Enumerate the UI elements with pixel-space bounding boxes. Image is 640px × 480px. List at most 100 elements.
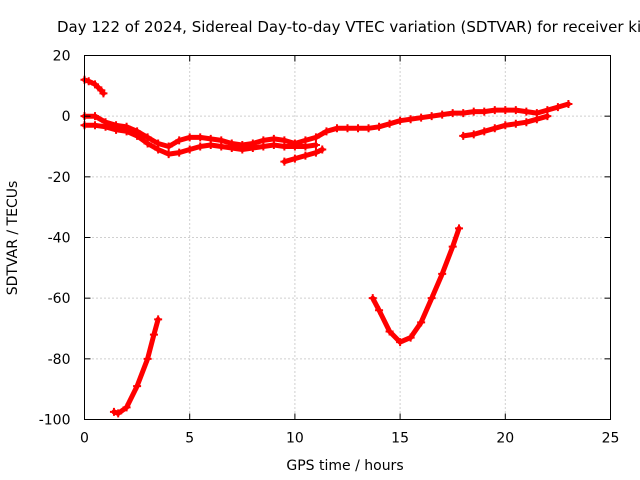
data-point: [114, 409, 123, 418]
data-point: [469, 130, 478, 139]
ticks: 0 5 10 15 20 25 -100 -80 -60 -40 -20 0 20: [39, 49, 620, 447]
data-point: [511, 119, 520, 128]
y-tick-label: -60: [48, 291, 71, 307]
data-point: [375, 306, 384, 315]
data-point: [448, 242, 457, 251]
data-point: [196, 133, 205, 142]
data-point: [290, 154, 299, 163]
grid: [84, 55, 611, 420]
x-tick-label: 0: [80, 431, 89, 447]
data-point: [417, 318, 426, 327]
data-point: [154, 145, 163, 154]
data-point: [406, 333, 415, 342]
data-point: [301, 142, 310, 151]
data-point: [227, 144, 236, 153]
data-point: [91, 80, 100, 89]
data-point: [417, 113, 426, 122]
data-point: [501, 121, 510, 130]
data-point: [480, 127, 489, 136]
data-point: [385, 327, 394, 336]
data-point: [122, 403, 131, 412]
data-point: [480, 107, 489, 116]
y-tick-label: 20: [53, 49, 71, 65]
data-point: [311, 148, 320, 157]
data-point: [133, 131, 142, 140]
data-point: [91, 112, 100, 121]
x-axis-label: GPS time / hours: [286, 458, 403, 474]
data-point: [206, 140, 215, 149]
y-axis-label: SDTVAR / TECUs: [5, 181, 21, 296]
series-midday-arc: [370, 225, 462, 345]
series-layer: [80, 75, 573, 418]
data-point: [318, 145, 327, 154]
data-point: [385, 119, 394, 128]
data-point: [185, 145, 194, 154]
data-point: [322, 127, 331, 136]
y-tick-label: -100: [39, 413, 71, 429]
data-point: [301, 151, 310, 160]
data-point: [396, 338, 405, 347]
data-point: [438, 269, 447, 278]
data-point: [427, 294, 436, 303]
x-tick-label: 10: [286, 431, 304, 447]
data-point: [553, 103, 562, 112]
data-point: [375, 122, 384, 131]
data-point: [143, 139, 152, 148]
data-point: [238, 145, 247, 154]
data-point: [501, 106, 510, 115]
data-point: [332, 124, 341, 133]
data-point: [280, 157, 289, 166]
data-point: [101, 122, 110, 131]
data-point: [91, 121, 100, 130]
data-point: [269, 140, 278, 149]
data-point: [149, 330, 158, 339]
data-point: [406, 115, 415, 124]
y-tick-label: -40: [48, 231, 71, 247]
data-point: [259, 142, 268, 151]
data-point: [455, 224, 464, 233]
data-point: [459, 109, 468, 118]
data-point: [459, 131, 468, 140]
data-point: [343, 124, 352, 133]
data-point: [154, 315, 163, 324]
data-point: [164, 150, 173, 159]
y-tick-label: -20: [48, 170, 71, 186]
data-point: [522, 107, 531, 116]
data-point: [217, 142, 226, 151]
data-point: [490, 106, 499, 115]
data-point: [427, 112, 436, 121]
y-tick-label: -80: [48, 352, 71, 368]
data-point: [248, 144, 257, 153]
data-point: [175, 148, 184, 157]
data-point: [143, 354, 152, 363]
data-point: [511, 106, 520, 115]
data-point: [364, 124, 373, 133]
x-tick-label: 20: [496, 431, 514, 447]
x-tick-label: 5: [185, 431, 194, 447]
data-point: [185, 133, 194, 142]
chart-title: Day 122 of 2024, Sidereal Day-to-day VTE…: [57, 18, 640, 36]
data-point: [175, 136, 184, 145]
data-point: [109, 407, 118, 416]
data-point: [543, 112, 552, 121]
data-point: [490, 124, 499, 133]
y-tick-label: 0: [62, 109, 71, 125]
data-point: [84, 77, 93, 86]
series-early-descent: [111, 316, 161, 416]
data-point: [164, 142, 173, 151]
data-point: [133, 382, 142, 391]
data-point: [532, 115, 541, 124]
data-point: [311, 133, 320, 142]
data-point: [280, 142, 289, 151]
data-point: [368, 294, 377, 303]
x-tick-label: 15: [391, 431, 409, 447]
data-point: [99, 89, 108, 98]
data-point: [196, 142, 205, 151]
data-point: [522, 118, 531, 127]
data-point: [396, 116, 405, 125]
data-point: [112, 125, 121, 134]
data-point: [290, 142, 299, 151]
x-tick-label: 25: [602, 431, 620, 447]
data-point: [469, 107, 478, 116]
